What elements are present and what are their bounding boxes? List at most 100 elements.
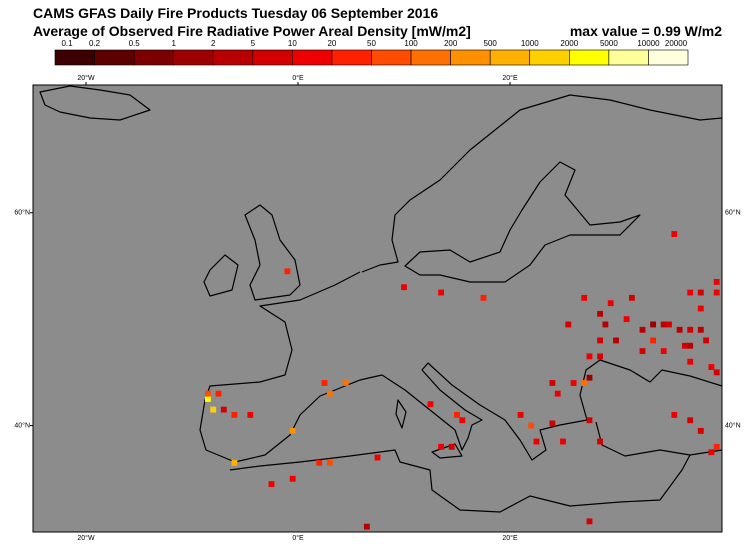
fire-pixel <box>597 438 604 445</box>
coastline <box>395 399 407 429</box>
colorbar-box <box>133 49 174 66</box>
fire-pixel <box>560 438 566 445</box>
fire-pixel <box>401 284 407 291</box>
colorbar-box <box>54 49 95 66</box>
colorbar-label: 100 <box>404 39 418 48</box>
coastline <box>199 271 723 463</box>
fire-pixel <box>480 294 487 301</box>
fire-pixel <box>586 353 593 360</box>
fire-pixel <box>650 321 657 328</box>
fire-pixel <box>554 390 561 397</box>
fire-pixel <box>438 443 445 450</box>
fire-pixel <box>363 523 370 530</box>
lon-label: 20°W <box>77 534 95 542</box>
lon-label: 20°W <box>77 74 95 82</box>
colorbar-label: 2000 <box>560 39 578 48</box>
colorbar-label: 1 <box>171 39 176 48</box>
colorbar-box <box>94 49 135 66</box>
colorbar-label: 5000 <box>600 39 618 48</box>
fire-pixel <box>316 459 323 466</box>
fire-pixel <box>671 412 678 418</box>
fire-pixel <box>586 417 593 424</box>
fire-pixel <box>666 321 672 328</box>
map-background <box>33 85 722 532</box>
colorbar-label: 5 <box>251 39 256 48</box>
fire-pixel <box>326 390 333 397</box>
fire-pixel <box>713 289 720 296</box>
fire-pixel <box>650 337 657 344</box>
fire-pixel <box>549 420 556 427</box>
lat-label: 40°N <box>725 422 741 430</box>
fire-pixel <box>687 358 694 365</box>
fire-pixel <box>268 481 275 488</box>
colorbar: 0.1 0.2 0.5 1 2 5 10 20 50 100 200 500 1000 2000 5000 1… <box>54 39 689 66</box>
colorbar-label: 0.5 <box>129 39 141 48</box>
lat-label: 60°N <box>725 209 741 217</box>
colorbar-label: 20 <box>327 39 336 48</box>
fire-pixel <box>438 289 445 296</box>
fire-pixel <box>565 321 572 328</box>
fire-pixel <box>660 321 667 328</box>
colorbar-label: 1000 <box>521 39 539 48</box>
fire-pixel <box>708 449 715 456</box>
fire-pixel <box>708 364 715 370</box>
colorbar-label: 2 <box>211 39 216 48</box>
fire-pixel <box>602 321 609 328</box>
fire-pixel <box>289 427 296 434</box>
coastline <box>431 443 463 459</box>
fire-pixel <box>639 326 646 333</box>
colorbar-label: 50 <box>367 39 376 48</box>
colorbar-label: 200 <box>444 39 458 48</box>
lon-label: 0°E <box>292 534 304 542</box>
fire-pixel <box>687 289 694 296</box>
colorbar-label: 500 <box>484 39 498 48</box>
fire-pixel <box>215 390 222 397</box>
colorbar-box <box>173 49 214 66</box>
fire-pixel <box>581 294 588 301</box>
colorbar-box <box>292 49 333 66</box>
fire-pixel <box>639 348 646 354</box>
fire-pixel <box>220 406 227 413</box>
fire-pixel <box>676 326 683 333</box>
fire-pixel <box>697 289 704 296</box>
lat-label: 60°N <box>14 209 30 217</box>
colorbar-box <box>569 49 610 66</box>
lon-label: 0°E <box>292 74 304 82</box>
fire-pixel <box>597 310 604 317</box>
coastlines <box>39 85 723 513</box>
colorbar-box <box>489 49 531 66</box>
coastline <box>203 254 239 297</box>
max-value: max value = 0.99 W/m2 <box>570 23 722 39</box>
colorbar-box <box>331 49 372 66</box>
fire-pixel <box>713 278 720 285</box>
coastline <box>39 85 151 121</box>
fire-pixel <box>204 396 211 402</box>
fire-pixels <box>204 231 720 530</box>
fire-pixel <box>210 406 217 413</box>
colorbar-box <box>410 49 451 66</box>
fire-pixel <box>671 231 678 237</box>
fire-pixel <box>586 518 593 525</box>
fire-pixel <box>374 454 381 461</box>
fire-pixel <box>586 374 593 381</box>
map-axes: 20°W 20°W 0°E 0°E 20°E 20°E 60°N 60°N 40°N 40°N <box>14 74 740 542</box>
title: CAMS GFAS Daily Fire Products Tuesday 06… <box>33 5 438 21</box>
coastline <box>229 449 691 513</box>
fire-pixel <box>713 443 720 450</box>
fire-pixel <box>427 401 434 408</box>
fire-pixel <box>623 316 630 323</box>
subtitle: Average of Observed Fire Radiative Power… <box>33 23 471 39</box>
fire-pixel <box>581 380 588 386</box>
colorbar-label: 20000 <box>665 39 688 48</box>
fire-pixel <box>687 342 694 349</box>
colorbar-box <box>529 49 570 66</box>
colorbar-label: 10 <box>288 39 297 48</box>
lon-label: 20°E <box>502 74 518 82</box>
colorbar-label: 0.1 <box>61 39 73 48</box>
colorbar-box <box>648 49 689 66</box>
lat-label: 40°N <box>14 422 30 430</box>
fire-pixel <box>247 412 254 418</box>
colorbar-label: 0.2 <box>89 39 101 48</box>
fire-pixel <box>628 294 635 301</box>
